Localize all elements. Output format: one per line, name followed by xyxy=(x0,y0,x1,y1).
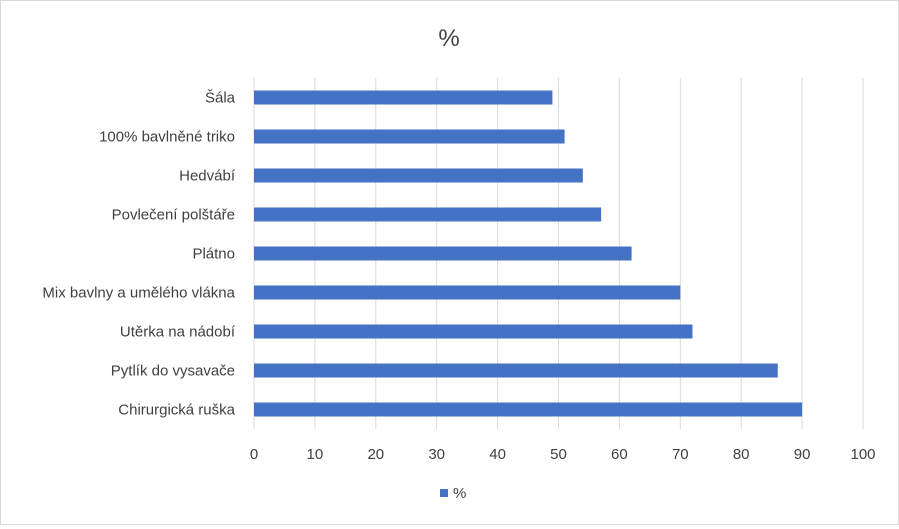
x-tick-label: 80 xyxy=(733,446,750,463)
category-label: Pytlík do vysavače xyxy=(111,363,235,380)
bar xyxy=(254,285,681,300)
bar xyxy=(254,402,803,417)
category-label: 100% bavlněné triko xyxy=(99,129,235,146)
x-tick-label: 70 xyxy=(672,446,689,463)
bar xyxy=(254,207,602,222)
x-tick-label: 100 xyxy=(850,446,875,463)
bar xyxy=(254,246,632,261)
x-tick-label: 20 xyxy=(367,446,384,463)
bar xyxy=(254,129,565,144)
x-tick-label: 90 xyxy=(794,446,811,463)
x-tick-label: 0 xyxy=(250,446,258,463)
bar xyxy=(254,363,778,378)
x-tick-label: 40 xyxy=(489,446,506,463)
x-tick-label: 10 xyxy=(307,446,324,463)
category-labels: Šála 100% bavlněné triko Hedvábí Povlečení … xyxy=(42,90,235,419)
category-label: Chirurgická ruška xyxy=(118,402,235,419)
x-tick-label: 30 xyxy=(428,446,445,463)
bar xyxy=(254,324,693,339)
category-label: Povlečení polštáře xyxy=(112,207,235,224)
category-label: Plátno xyxy=(192,246,235,263)
category-label: Hedvábí xyxy=(179,168,236,185)
chart-title: % xyxy=(438,25,459,52)
bars xyxy=(254,90,803,417)
bar xyxy=(254,168,583,183)
x-tick-label: 50 xyxy=(550,446,567,463)
legend-label: % xyxy=(453,485,466,502)
bar xyxy=(254,90,553,105)
legend: % xyxy=(440,485,466,502)
x-tick-labels: 0 10 20 30 40 50 60 70 80 90 100 xyxy=(250,446,876,463)
category-label: Šála xyxy=(205,90,236,107)
category-label: Mix bavlny a umělého vlákna xyxy=(42,285,235,302)
category-label: Utěrka na nádobí xyxy=(120,324,236,341)
x-tick-label: 60 xyxy=(611,446,628,463)
legend-swatch xyxy=(440,489,448,497)
